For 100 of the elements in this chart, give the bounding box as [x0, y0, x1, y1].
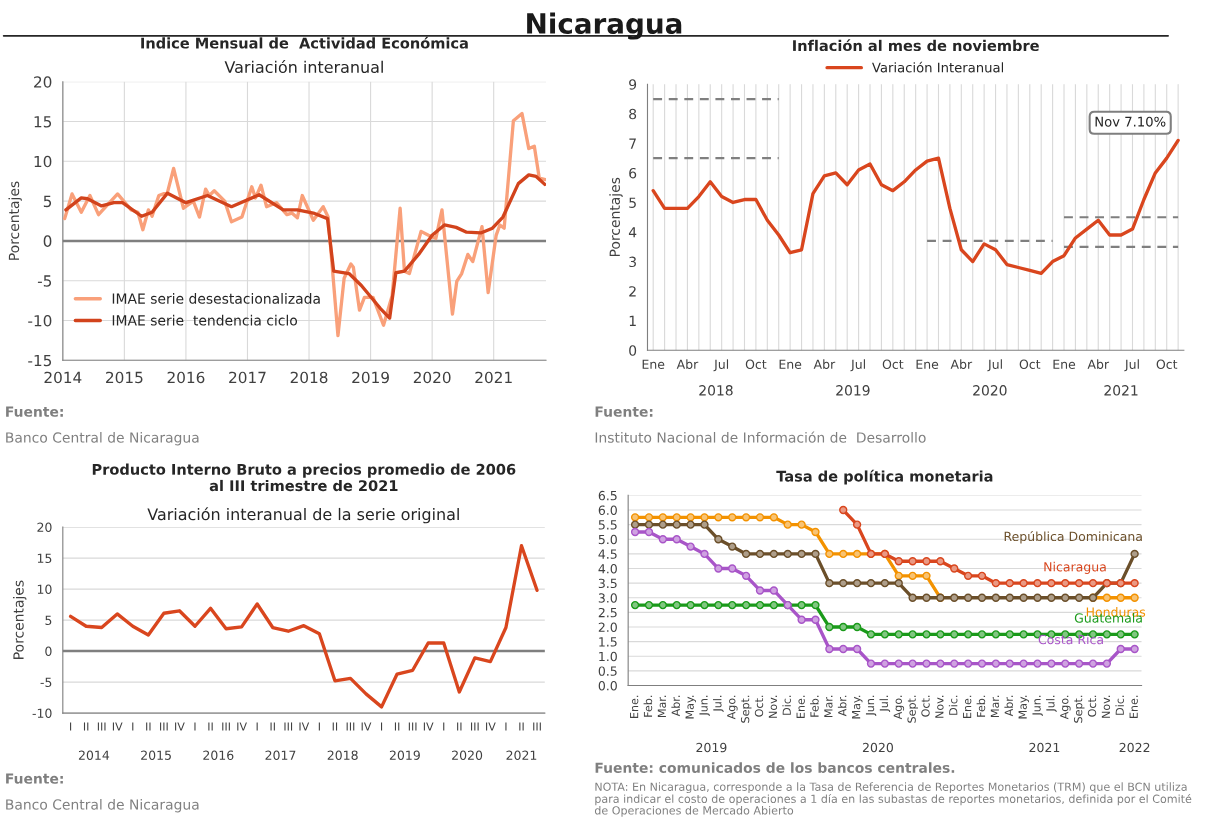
- x-tick-label: Ago.: [727, 695, 738, 720]
- text: 2021: [1104, 385, 1138, 396]
- y-tick-label: -10: [28, 314, 52, 327]
- point: [977, 659, 987, 668]
- x-tick-label: Jun.: [699, 695, 710, 717]
- x-tick-label: Feb.: [643, 695, 653, 717]
- point: [894, 571, 903, 581]
- point: [811, 549, 820, 559]
- text: 2017: [265, 750, 296, 760]
- chart-title: Indice Mensual de Actividad Económica: [141, 36, 468, 49]
- point: [658, 520, 668, 529]
- y-tick-label: 4.0: [598, 564, 617, 574]
- x-tick-label: Oct: [1156, 359, 1178, 369]
- point: [769, 513, 779, 522]
- point: [936, 630, 945, 639]
- x-tick-label: IV: [486, 722, 496, 731]
- y-tick-label: 20: [34, 76, 52, 88]
- point: [811, 600, 820, 610]
- x-tick-label: Ene.: [1129, 695, 1138, 718]
- x-tick-label: 2020: [413, 371, 451, 384]
- series-label: Costa Rica: [1038, 634, 1103, 645]
- point: [1033, 593, 1042, 602]
- point: [769, 549, 779, 559]
- point: [908, 593, 917, 602]
- point: [769, 586, 779, 595]
- x-tick-label: Sept.: [740, 695, 752, 723]
- x-tick-label: III: [97, 722, 106, 731]
- point: [839, 578, 848, 588]
- point: [1019, 593, 1028, 602]
- x-tick-label: IV: [112, 722, 123, 731]
- point: [880, 659, 890, 668]
- x-tick-label: Oct.: [921, 695, 930, 717]
- point: [839, 622, 848, 632]
- x-tick-label: III: [533, 722, 541, 731]
- y-tick-label: 5.0: [598, 534, 617, 545]
- x-tick-label: III: [408, 722, 417, 731]
- series-label: Nicaragua: [1044, 561, 1106, 574]
- chart-subtitle: Variación interanual: [224, 60, 383, 74]
- x-tick-label: Jul.: [712, 695, 724, 713]
- text: NOTA: En Nicaragua, corresponde a la Tasa de Referencia de Reportes Monetarios (TRM) que el BCN utiliza para indicar el costo de operaciones a 1 día en las subastas de reportes monetarios, definida por el Comité de Operaciones de Mercado Abierto: [594, 782, 1192, 817]
- x-tick-label: III: [346, 722, 355, 731]
- point: [630, 520, 640, 529]
- point: [1047, 593, 1056, 602]
- x-tick-label: 2014: [44, 371, 82, 384]
- point: [728, 513, 737, 522]
- source-note: Fuente:: [6, 773, 63, 784]
- x-tick-label: Oct: [882, 359, 904, 369]
- y-tick-label: 2.0: [598, 622, 617, 632]
- point: [908, 557, 917, 566]
- point: [950, 593, 959, 602]
- x-tick-label: Abr: [1087, 359, 1110, 369]
- y-tick-label: -5: [37, 275, 52, 287]
- x-tick-label: Sept.: [907, 695, 918, 723]
- point: [1088, 659, 1098, 668]
- legend-label: IMAE serie tendencia ciclo: [112, 314, 298, 326]
- point: [991, 630, 1001, 639]
- point: [1102, 593, 1112, 602]
- x-tick-label: II: [83, 722, 89, 731]
- point: [1047, 659, 1056, 668]
- point: [963, 659, 973, 668]
- point: [741, 571, 751, 581]
- x-tick-label: Nov.: [1101, 695, 1111, 718]
- point: [1116, 630, 1125, 639]
- x-tick-label: Abr: [950, 359, 973, 369]
- point: [672, 520, 681, 529]
- y-tick-label: 0.0: [598, 681, 617, 691]
- x-tick-label: Feb.: [810, 695, 819, 717]
- y-axis-title: Porcentajes: [609, 177, 623, 257]
- source-note: Fuente:: [6, 406, 63, 417]
- y-tick-label: 15: [34, 116, 52, 128]
- x-tick-label: Jul: [987, 359, 1002, 372]
- y-tick-label: 0: [45, 646, 52, 656]
- x-tick-label: Nov.: [935, 695, 944, 718]
- y-tick-label: 2.5: [598, 607, 617, 618]
- chart-title: Inflación al mes de noviembre: [793, 39, 1039, 52]
- point: [700, 600, 709, 610]
- point: [1074, 659, 1084, 668]
- point: [1019, 659, 1028, 668]
- point: [672, 535, 681, 544]
- text: 2018: [699, 385, 733, 396]
- x-tick-label: II: [519, 722, 524, 731]
- point: [936, 659, 945, 668]
- x-tick-label: Mar.: [657, 695, 667, 717]
- point: [825, 578, 834, 588]
- y-tick-label: -10: [32, 708, 52, 718]
- x-tick-label: I: [132, 722, 134, 731]
- point: [686, 513, 695, 522]
- chart-title: Producto Interno Bruto a precios promedio de 2006 al III trimestre de 2021: [92, 463, 516, 492]
- point: [700, 520, 709, 529]
- x-tick-label: Abr.: [1004, 695, 1013, 717]
- point: [1074, 593, 1084, 602]
- x-tick-label: Oct.: [1087, 695, 1097, 717]
- point: [728, 600, 737, 610]
- x-tick-label: 2015: [106, 371, 143, 384]
- y-tick-label: 5.5: [598, 520, 617, 530]
- point: [894, 630, 903, 639]
- point: [839, 549, 848, 559]
- point: [950, 659, 959, 668]
- point: [686, 600, 695, 610]
- point: [630, 527, 640, 537]
